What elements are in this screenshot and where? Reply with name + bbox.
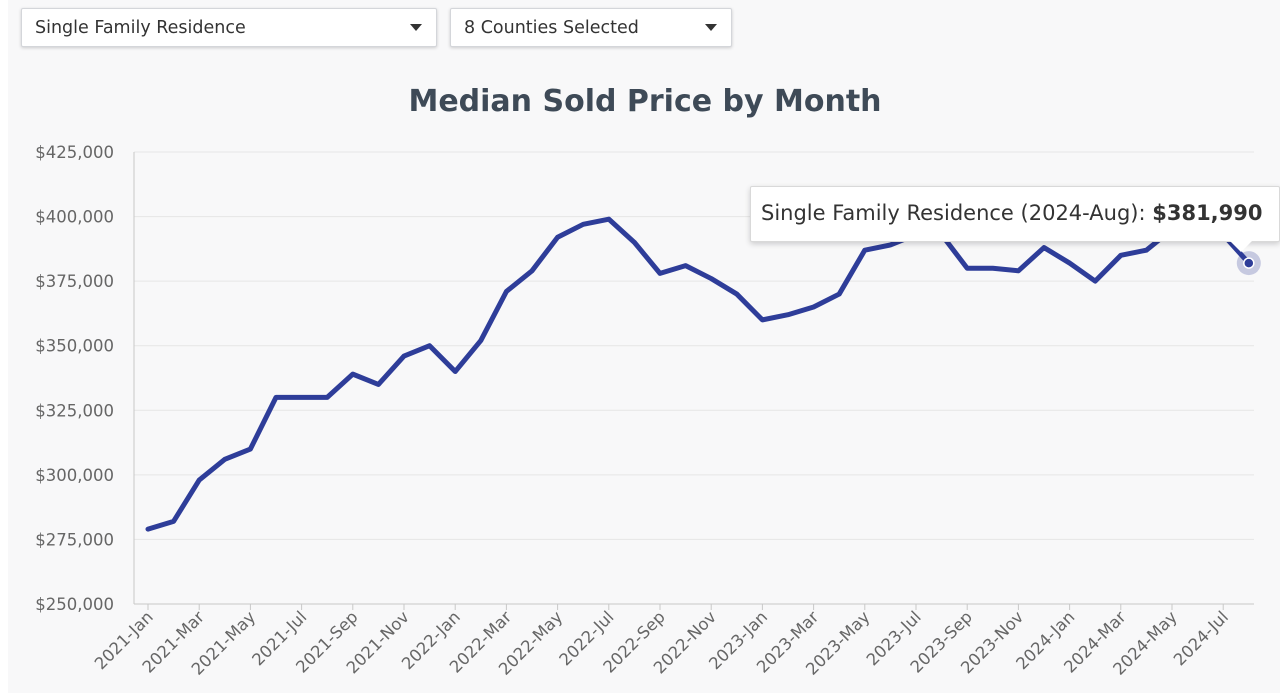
page-left-strip (0, 0, 8, 693)
counties-value: 8 Counties Selected (464, 17, 639, 38)
y-tick-label: $400,000 (35, 208, 114, 227)
caret-down-icon (705, 24, 717, 31)
chart-title: Median Sold Price by Month (408, 84, 882, 119)
y-tick-label: $325,000 (35, 401, 114, 420)
y-tick-label: $275,000 (35, 530, 114, 549)
x-axis: 2021-Jan2021-Mar2021-May2021-Jul2021-Sep… (91, 603, 1254, 679)
highlighted-point (1243, 257, 1255, 269)
y-tick-label: $300,000 (35, 466, 114, 485)
property-type-value: Single Family Residence (35, 17, 246, 38)
tooltip-series-label: Single Family Residence (2024-Aug): (761, 201, 1153, 225)
x-tick-label: 2024-Jul (1170, 607, 1232, 669)
caret-down-icon (410, 24, 422, 31)
counties-dropdown[interactable]: 8 Counties Selected (450, 8, 732, 47)
tooltip-value: $381,990 (1152, 201, 1263, 225)
property-type-dropdown[interactable]: Single Family Residence (21, 8, 437, 47)
tooltip-arrow (1230, 241, 1252, 252)
data-tooltip: Single Family Residence (2024-Aug): $381… (750, 186, 1280, 242)
y-tick-label: $425,000 (35, 143, 114, 162)
y-axis: $250,000 $275,000 $300,000 $325,000 $350,000… (35, 143, 135, 614)
series-line (145, 216, 1252, 532)
series-layer (145, 216, 1261, 532)
y-tick-label: $250,000 (35, 595, 114, 614)
y-tick-label: $375,000 (35, 272, 114, 291)
y-tick-label: $350,000 (35, 337, 114, 356)
